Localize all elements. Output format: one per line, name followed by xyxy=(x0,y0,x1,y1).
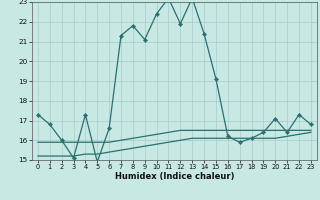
X-axis label: Humidex (Indice chaleur): Humidex (Indice chaleur) xyxy=(115,172,234,181)
